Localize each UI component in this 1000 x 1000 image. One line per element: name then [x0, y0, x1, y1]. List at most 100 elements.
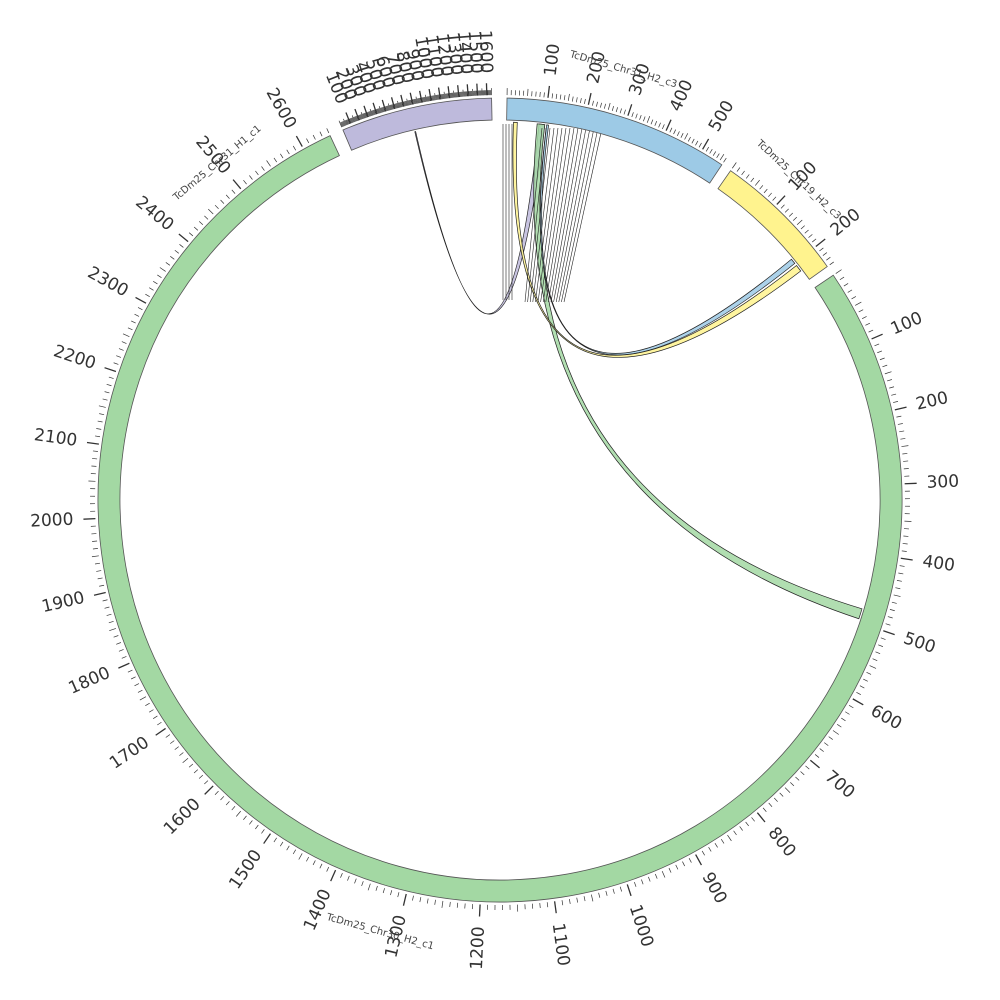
minor-tick: [751, 817, 755, 822]
labels-layer: 100 200 300 400500TcDm25_Chr31_H2_c3100200T…: [30, 30, 960, 971]
minor-tick: [440, 94, 442, 100]
minor-tick: [383, 106, 386, 112]
minor-tick: [900, 438, 906, 440]
minor-tick: [412, 895, 414, 901]
minor-tick: [396, 103, 399, 109]
tick-label-c30h2: 600: [867, 701, 905, 734]
minor-tick: [708, 846, 712, 852]
minor-tick: [819, 748, 824, 752]
tick-label-c30h2: 1900: [40, 588, 87, 617]
minor-tick: [612, 888, 615, 894]
minor-tick: [395, 103, 398, 109]
minor-tick: [92, 450, 98, 452]
minor-tick: [371, 110, 374, 116]
major-tick: [390, 97, 396, 110]
minor-tick: [359, 114, 363, 120]
major-tick: [447, 86, 451, 99]
minor-tick: [214, 790, 219, 796]
minor-tick: [361, 881, 364, 887]
tick-label-c30h2: 2100: [33, 425, 79, 451]
minor-tick: [127, 669, 133, 673]
minor-tick: [788, 212, 793, 217]
minor-tick: [687, 136, 691, 142]
link-end-line: [535, 127, 559, 303]
minor-tick: [623, 109, 626, 115]
minor-tick: [750, 177, 755, 183]
minor-tick: [214, 204, 219, 210]
minor-tick: [896, 580, 902, 582]
minor-tick: [312, 134, 316, 140]
minor-tick: [418, 97, 421, 104]
major-tick: [852, 698, 864, 706]
minor-tick: [901, 550, 907, 552]
minor-tick: [350, 117, 354, 123]
minor-tick: [877, 350, 883, 354]
minor-tick: [423, 97, 426, 103]
link-end-line: [537, 127, 563, 303]
minor-tick: [819, 247, 824, 252]
minor-tick: [779, 792, 784, 797]
tick-label-c30h2: 200: [914, 388, 950, 415]
major-tick: [428, 88, 432, 102]
minor-tick: [249, 175, 253, 180]
minor-tick: [357, 115, 361, 121]
minor-tick: [193, 769, 199, 774]
minor-tick: [901, 445, 909, 447]
minor-tick: [380, 107, 383, 113]
minor-tick: [887, 379, 892, 382]
minor-tick: [698, 142, 702, 148]
minor-tick: [387, 103, 391, 111]
minor-tick: [286, 845, 290, 851]
minor-tick: [243, 815, 247, 820]
minor-tick: [292, 145, 297, 151]
minor-tick: [634, 881, 637, 887]
links-layer: [414, 121, 863, 620]
minor-tick: [360, 114, 363, 120]
minor-tick: [863, 678, 868, 682]
minor-tick: [261, 829, 265, 834]
minor-tick: [829, 261, 834, 266]
minor-tick: [360, 111, 364, 119]
minor-tick: [851, 296, 857, 300]
minor-tick: [427, 96, 429, 102]
minor-tick: [404, 101, 406, 107]
minor-tick: [113, 635, 119, 638]
minor-tick: [419, 897, 422, 903]
minor-tick: [648, 876, 651, 882]
minor-tick: [279, 841, 284, 847]
minor-tick: [874, 343, 880, 347]
minor-tick: [422, 97, 425, 103]
minor-tick: [104, 606, 110, 609]
minor-tick: [102, 398, 108, 401]
tick-label-c30h2: 500: [901, 628, 938, 657]
minor-tick: [102, 599, 108, 602]
link-ends-layer: [502, 124, 603, 303]
minor-tick: [709, 149, 713, 154]
minor-tick: [675, 864, 679, 870]
minor-tick: [374, 109, 377, 115]
minor-tick: [286, 149, 290, 155]
tick-label-c31h1: 1600: [475, 30, 496, 74]
minor-tick: [149, 709, 154, 713]
minor-tick: [596, 101, 598, 107]
minor-tick: [569, 898, 571, 904]
tick-label-c30h2: 700: [821, 767, 859, 803]
minor-tick: [443, 93, 445, 99]
minor-tick: [800, 771, 805, 776]
minor-tick: [832, 730, 839, 735]
minor-tick: [419, 97, 422, 103]
minor-tick: [353, 116, 356, 122]
minor-tick: [584, 98, 586, 104]
minor-tick: [432, 95, 435, 101]
minor-tick: [113, 362, 119, 365]
major-tick: [553, 901, 557, 914]
minor-tick: [349, 118, 353, 124]
minor-tick: [639, 114, 642, 120]
tick-label-c31h2: 500: [705, 97, 739, 135]
minor-tick: [387, 105, 390, 111]
minor-tick: [619, 886, 622, 892]
minor-tick: [345, 119, 349, 125]
minor-tick: [153, 280, 158, 285]
minor-tick: [342, 120, 346, 126]
minor-tick: [121, 341, 127, 344]
